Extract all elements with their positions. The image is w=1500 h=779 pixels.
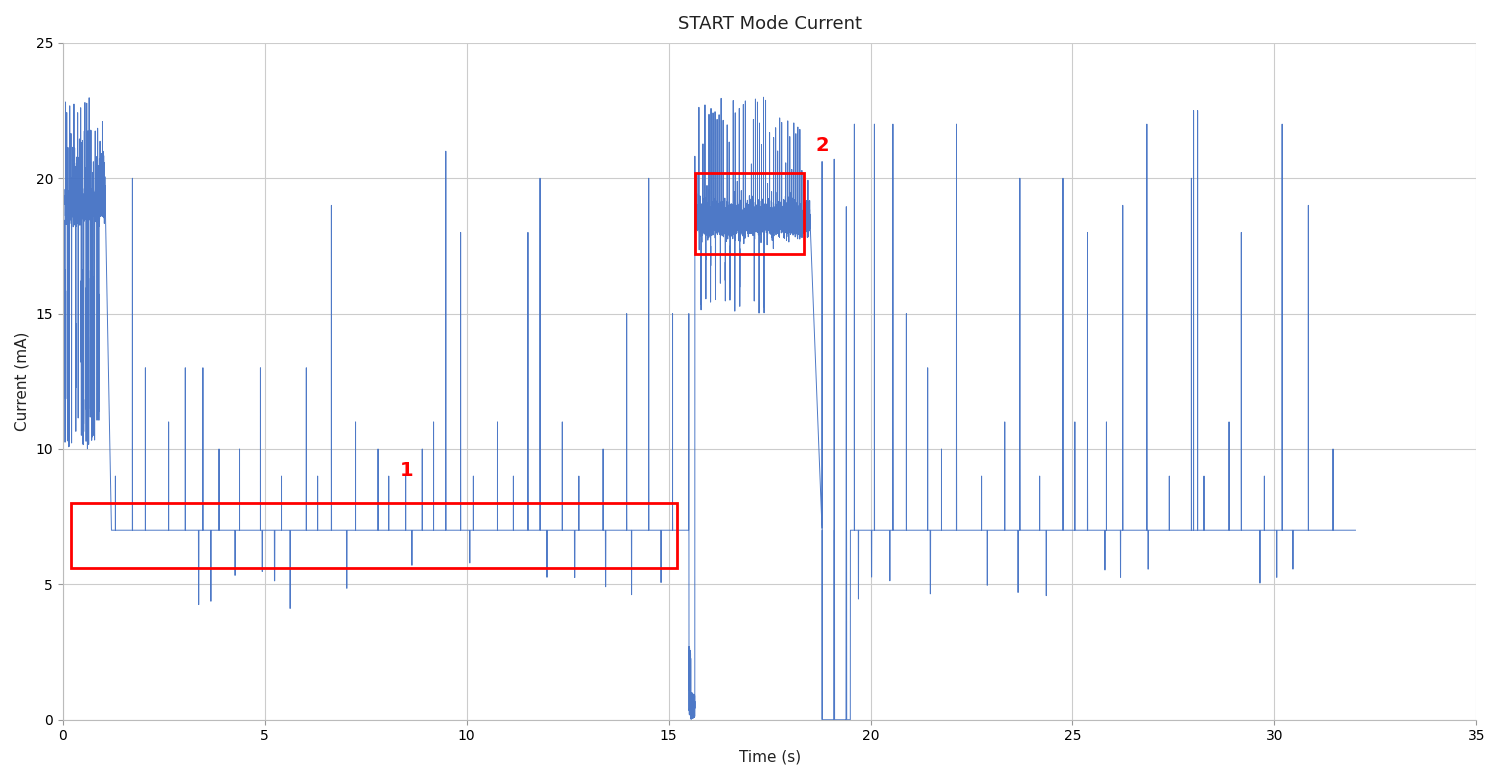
- Y-axis label: Current (mA): Current (mA): [15, 332, 30, 431]
- Text: 1: 1: [399, 461, 412, 480]
- X-axis label: Time (s): Time (s): [738, 749, 801, 764]
- Title: START Mode Current: START Mode Current: [678, 15, 861, 33]
- Text: 2: 2: [816, 136, 830, 155]
- Bar: [70, 503, 676, 568]
- Bar: [694, 173, 804, 254]
